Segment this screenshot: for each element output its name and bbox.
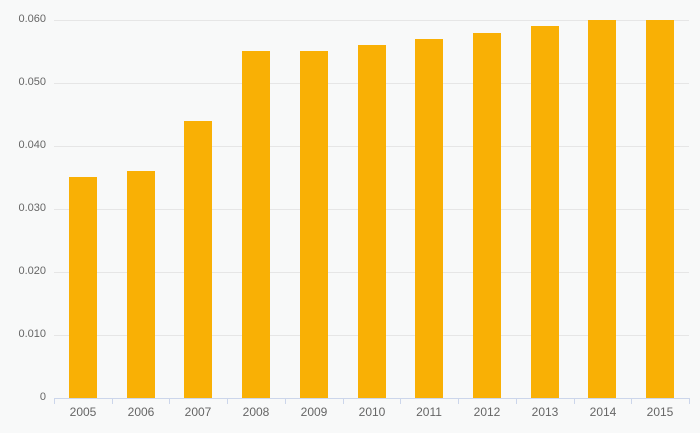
x-axis-tick	[227, 398, 228, 404]
y-axis-tick-label: 0.060	[18, 13, 46, 25]
y-axis-tick-label: 0.020	[18, 265, 46, 277]
y-axis-tick-label: 0.010	[18, 328, 46, 340]
y-axis-tick-label: 0	[39, 391, 46, 403]
x-axis-tick	[516, 398, 517, 404]
x-axis-tick	[112, 398, 113, 404]
x-axis-tick	[343, 398, 344, 404]
x-axis-tick	[689, 398, 690, 404]
bar-2010[interactable]	[358, 45, 386, 398]
x-axis-tick-label: 2006	[127, 405, 155, 419]
bar-2015[interactable]	[646, 20, 674, 398]
bar-2005[interactable]	[69, 177, 97, 398]
bar-2008[interactable]	[242, 51, 270, 398]
bar-2007[interactable]	[184, 121, 212, 398]
bar-2014[interactable]	[588, 20, 616, 398]
x-axis-tick	[285, 398, 286, 404]
y-axis-tick-label: 0.030	[18, 202, 46, 214]
x-axis-tick	[400, 398, 401, 404]
bar-2012[interactable]	[473, 33, 501, 398]
y-axis-tick-label: 0.050	[18, 76, 46, 88]
x-axis-tick-label: 2015	[646, 405, 674, 419]
y-gridline	[54, 20, 689, 21]
x-axis-tick	[631, 398, 632, 404]
x-axis-tick-label: 2009	[300, 405, 328, 419]
x-axis-tick-label: 2008	[242, 405, 270, 419]
bar-2013[interactable]	[531, 26, 559, 398]
x-axis-tick-label: 2011	[416, 405, 442, 419]
x-axis-tick-label: 2010	[358, 405, 386, 419]
bar-2009[interactable]	[300, 51, 328, 398]
y-axis-tick-label: 0.040	[18, 139, 46, 151]
x-axis-tick-label: 2014	[589, 405, 617, 419]
x-axis-tick	[169, 398, 170, 404]
x-axis-line	[54, 398, 689, 399]
x-axis-tick-label: 2013	[531, 405, 559, 419]
x-axis-tick-label: 2005	[69, 405, 97, 419]
plot-area	[54, 20, 690, 404]
bar-2011[interactable]	[415, 39, 443, 398]
x-axis-tick-label: 2012	[473, 405, 501, 419]
bar-2006[interactable]	[127, 171, 155, 398]
x-axis-tick	[54, 398, 55, 404]
x-axis-tick	[574, 398, 575, 404]
x-axis-tick-label: 2007	[184, 405, 212, 419]
x-axis-tick	[458, 398, 459, 404]
